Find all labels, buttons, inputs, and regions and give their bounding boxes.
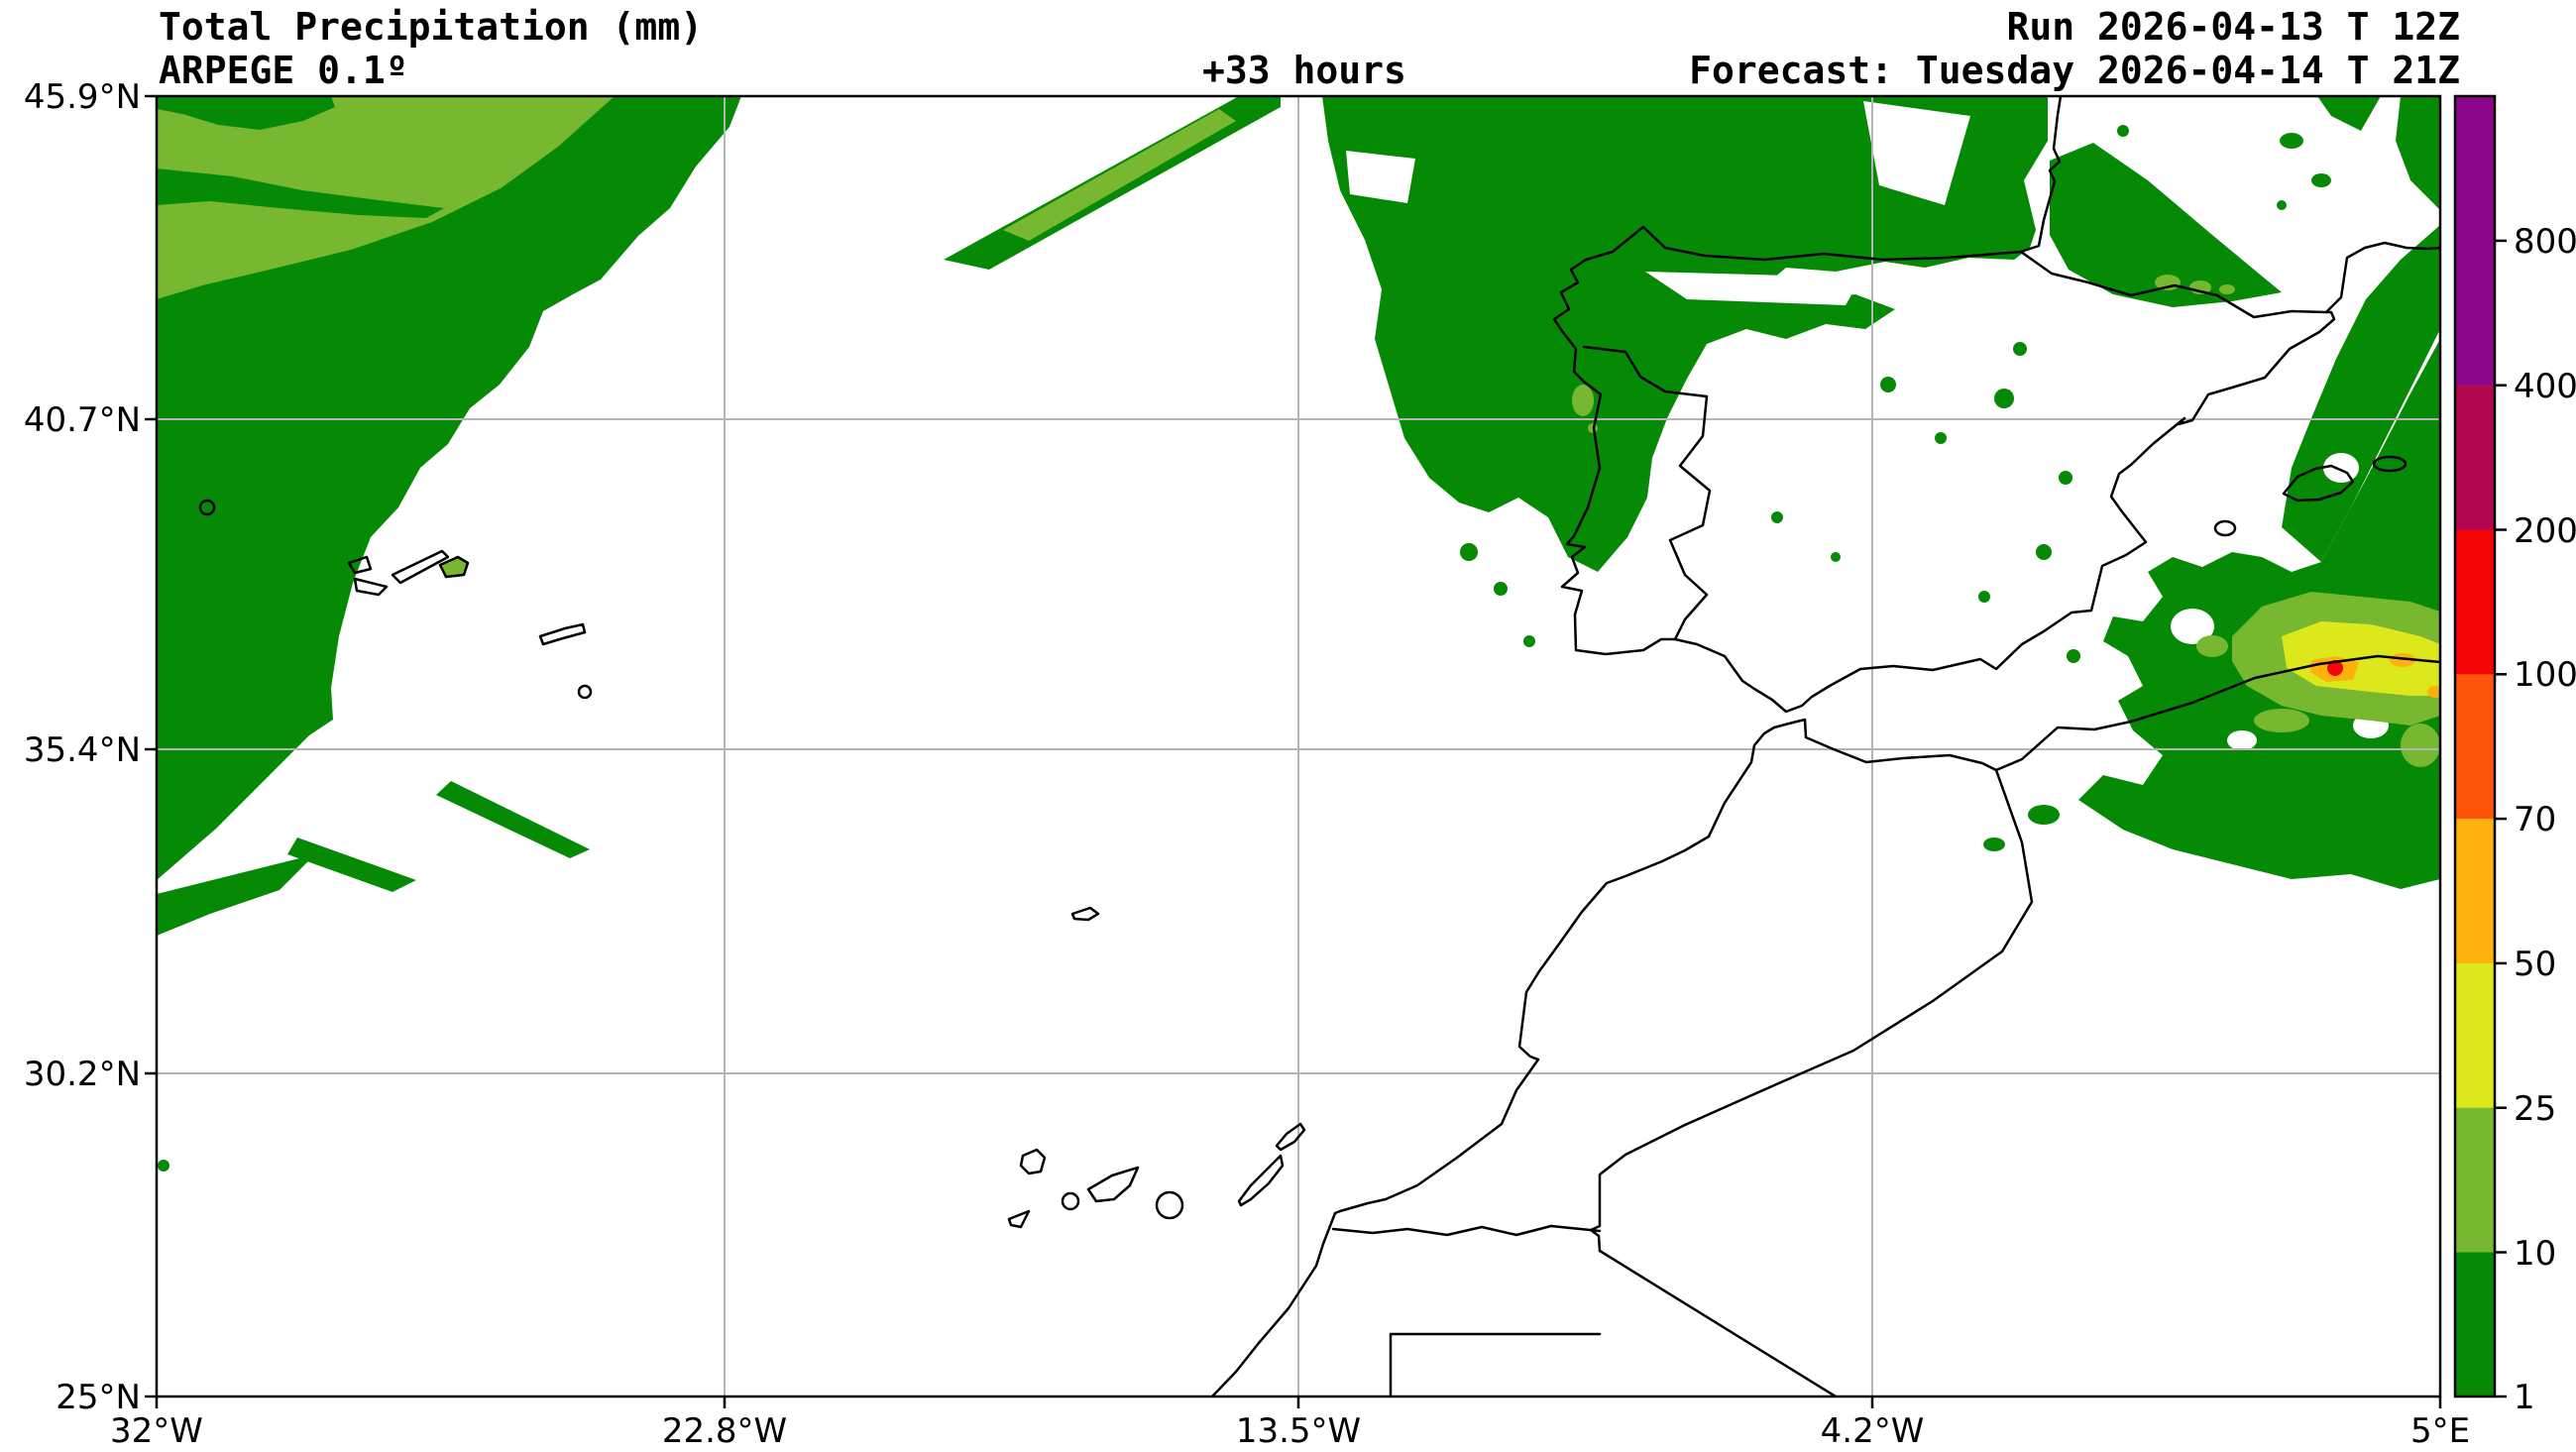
colorbar-segment [2455, 1252, 2495, 1396]
border-portugal-spain [1582, 345, 1712, 641]
border-pyrenees [2019, 250, 2328, 319]
coastline-africa-atlantic [1210, 726, 1776, 1396]
colorbar-tick-label: 100 [2514, 655, 2576, 695]
lon-tick-label: 4.2°W [1821, 1411, 1925, 1451]
gridlines [157, 96, 2440, 1396]
precip-region-gulf-of-lion [2277, 96, 2440, 562]
precip-region-biscay-iberia [1322, 96, 2072, 647]
lat-tick-label: 35.4°N [24, 730, 141, 770]
model-label: ARPEGE 0.1º [159, 49, 408, 92]
colorbar-frame [2453, 94, 2497, 1398]
islands-canaries [1007, 1122, 1306, 1229]
islands-balearics [2213, 455, 2408, 537]
colorbar-segment [2455, 962, 2495, 1108]
colorbar-tick-label: 25 [2514, 1089, 2556, 1129]
lon-tick-label: 32°W [110, 1411, 203, 1451]
colorbar: 800 400 200 100 70 50 25 10 1 [2453, 94, 2576, 1417]
colorbar-tick-label: 800 [2514, 222, 2576, 262]
colorbar-segment [2455, 674, 2495, 820]
border-morocco-wsahara [1331, 1224, 1602, 1237]
lon-tick-label: 5°E [2410, 1411, 2470, 1451]
colorbar-segment [2455, 529, 2495, 675]
border-algeria-mauritania [1598, 1249, 1838, 1396]
colorbar-segment [2455, 1107, 2495, 1253]
colorbar-tick-label: 10 [2514, 1234, 2556, 1274]
border-wsahara-mauritania [1389, 1332, 1602, 1396]
colorbar-segment [2455, 819, 2495, 964]
y-axis: 45.9°N 40.7°N 35.4°N 30.2°N 25°N [24, 77, 157, 1417]
colorbar-tick-label: 200 [2514, 511, 2576, 551]
precip-region-light-band [157, 96, 615, 299]
lat-tick-label: 30.2°N [24, 1055, 141, 1094]
lon-tick-label: 22.8°W [662, 1411, 787, 1451]
forecast-label: Forecast: Tuesday 2026-04-14 T 21Z [1689, 49, 2460, 92]
colorbar-tick-label: 400 [2514, 367, 2576, 406]
x-axis: 32°W 22.8°W 13.5°W 4.2°W 5°E [110, 1396, 2470, 1451]
colorbar-tick-label: 50 [2514, 945, 2556, 984]
run-label: Run 2026-04-13 T 12Z [2006, 5, 2460, 49]
lon-tick-label: 13.5°W [1236, 1411, 1361, 1451]
page-title: Total Precipitation (mm) [159, 5, 703, 49]
lat-tick-label: 45.9°N [24, 77, 141, 117]
colorbar-tick-label: 1 [2514, 1378, 2535, 1417]
lat-tick-label: 25°N [56, 1378, 141, 1417]
colorbar-segment [2455, 385, 2495, 530]
colorbar-tick-label: 70 [2514, 800, 2556, 839]
colorbar-segment [2455, 96, 2495, 241]
coastlines [198, 96, 2440, 1396]
lat-tick-label: 40.7°N [24, 400, 141, 440]
header: Total Precipitation (mm) ARPEGE 0.1º +33… [159, 5, 2460, 92]
islands-azores [198, 499, 593, 700]
precip-region-nw-atlantic [157, 96, 741, 1172]
island-madeira [1070, 906, 1100, 922]
precip-region-streak [944, 96, 1281, 270]
lead-time-label: +33 hours [1202, 49, 1406, 92]
map-area [157, 96, 2440, 1396]
colorbar-segment [2455, 240, 2495, 386]
